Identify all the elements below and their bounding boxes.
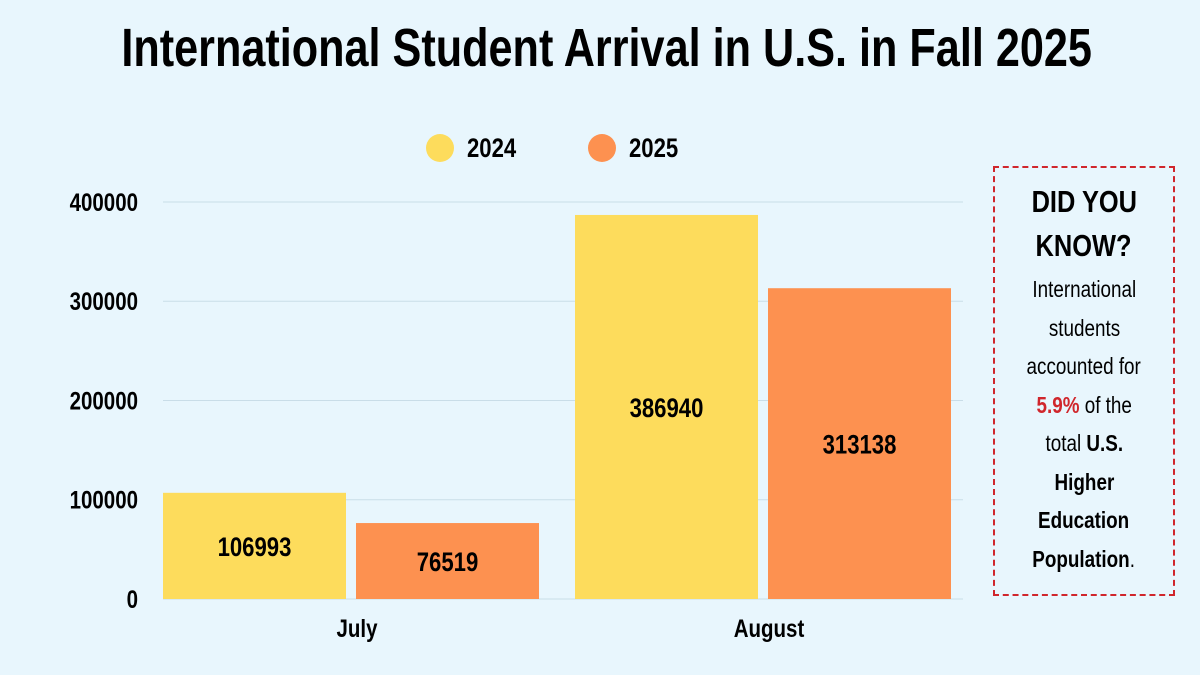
did-you-know-callout: DID YOU KNOW? International students acc…: [993, 166, 1175, 596]
legend-swatch-2024: [426, 134, 454, 162]
y-tick-label: 100000: [70, 486, 138, 514]
highlight-percent: 5.9%: [1036, 391, 1080, 418]
y-tick-label: 300000: [70, 287, 138, 315]
data-label: 106993: [218, 533, 292, 563]
chart-title: International Student Arrival in U.S. in…: [121, 18, 1092, 78]
data-label: 313138: [823, 431, 897, 461]
data-label: 76519: [417, 548, 479, 578]
y-tick-label: 200000: [70, 387, 138, 415]
callout-heading: DID YOU KNOW?: [1031, 184, 1137, 263]
y-tick-label: 400000: [70, 188, 138, 216]
legend-swatch-2025: [588, 134, 616, 162]
data-label: 386940: [630, 394, 704, 424]
legend-label: 2025: [629, 134, 678, 164]
callout-body: International students accounted for 5.9…: [1026, 276, 1142, 572]
x-tick-label: August: [734, 614, 805, 642]
bar-2025-august: [768, 288, 951, 599]
bar-2024-july: [163, 492, 346, 599]
legend-label: 2024: [467, 134, 516, 164]
x-tick-label: July: [336, 614, 377, 642]
y-tick-label: 0: [127, 585, 138, 613]
bar-2025-july: [356, 523, 539, 599]
bar-chart: 0 100000 200000 300000 400000 106993 76519 July…: [70, 134, 963, 642]
bar-2024-august: [575, 214, 758, 600]
